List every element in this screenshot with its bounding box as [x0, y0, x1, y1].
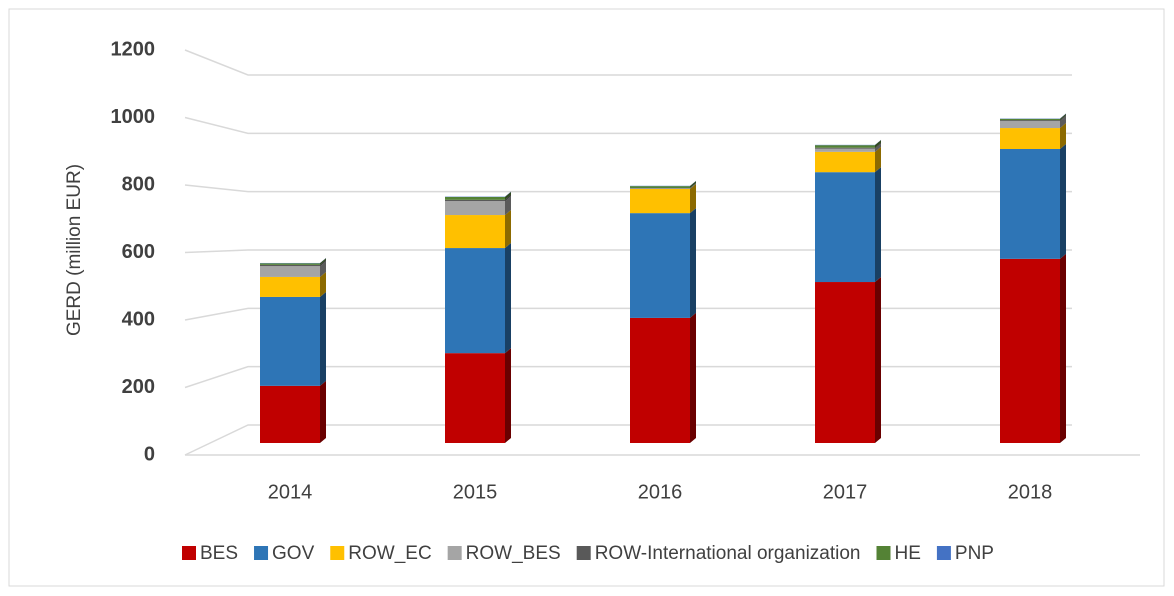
bar-segment — [445, 248, 505, 353]
bar-segment — [1000, 121, 1060, 128]
bar-segment — [630, 189, 690, 213]
bar-side — [690, 184, 696, 213]
bar-segment — [630, 318, 690, 443]
x-tick-label: 2018 — [1008, 481, 1053, 503]
bar-segment — [815, 282, 875, 443]
bar-side — [875, 277, 881, 443]
bar-segment — [260, 277, 320, 297]
legend-label: HE — [895, 543, 921, 564]
bar-segment — [260, 297, 320, 386]
legend-label: ROW_EC — [348, 543, 431, 564]
x-tick-label: 2016 — [638, 481, 683, 503]
legend-swatch — [254, 546, 268, 560]
y-axis-label: GERD (million EUR) — [64, 164, 85, 336]
legend-swatch — [330, 546, 344, 560]
bar-side — [875, 167, 881, 282]
bar-side — [505, 210, 511, 248]
x-tick-label: 2017 — [823, 481, 868, 503]
bar-side — [320, 292, 326, 386]
bar-segment — [260, 265, 320, 266]
bar-segment — [815, 152, 875, 172]
bar-side — [1060, 254, 1066, 443]
bar-segment — [445, 215, 505, 248]
bar-segment — [815, 172, 875, 282]
x-tick-label: 2015 — [453, 481, 498, 503]
bar-segment — [1000, 128, 1060, 149]
bar-segment — [630, 188, 690, 189]
bar-side — [505, 243, 511, 353]
bar-segment — [260, 263, 320, 265]
bar-segment — [630, 186, 690, 188]
legend-swatch — [877, 546, 891, 560]
bar-side — [505, 348, 511, 443]
bar-segment — [815, 149, 875, 152]
bar-segment — [815, 148, 875, 149]
bar-segment — [1000, 120, 1060, 121]
bar-side — [690, 208, 696, 318]
bar-side — [690, 313, 696, 443]
legend-swatch — [182, 546, 196, 560]
chart-border — [9, 9, 1164, 586]
y-tick-label: 800 — [122, 173, 155, 195]
y-tick-label: 400 — [122, 308, 155, 330]
bar-segment — [815, 145, 875, 148]
bar-side — [1060, 144, 1066, 259]
bar-segment — [260, 266, 320, 277]
bar-segment — [630, 213, 690, 318]
bar-segment — [445, 353, 505, 443]
bar-segment — [445, 200, 505, 201]
legend-label: PNP — [955, 543, 994, 564]
bar-segment — [1000, 259, 1060, 443]
bar-segment — [260, 386, 320, 443]
legend-label: ROW_BES — [466, 543, 561, 564]
y-tick-label: 1200 — [111, 38, 156, 60]
y-tick-label: 600 — [122, 241, 155, 263]
bar-segment — [1000, 149, 1060, 259]
y-tick-label: 1000 — [111, 106, 156, 128]
bar-side — [320, 381, 326, 443]
y-tick-label: 0 — [144, 443, 155, 465]
legend-swatch — [937, 546, 951, 560]
x-tick-label: 2014 — [268, 481, 313, 503]
legend-label: ROW-International organization — [595, 543, 861, 564]
legend-label: GOV — [272, 543, 315, 564]
legend-swatch — [577, 546, 591, 560]
legend-swatch — [448, 546, 462, 560]
bar-segment — [1000, 119, 1060, 120]
legend-label: BES — [200, 543, 238, 564]
y-tick-label: 200 — [122, 376, 155, 398]
bar-segment — [445, 201, 505, 215]
bar-segment — [445, 197, 505, 200]
